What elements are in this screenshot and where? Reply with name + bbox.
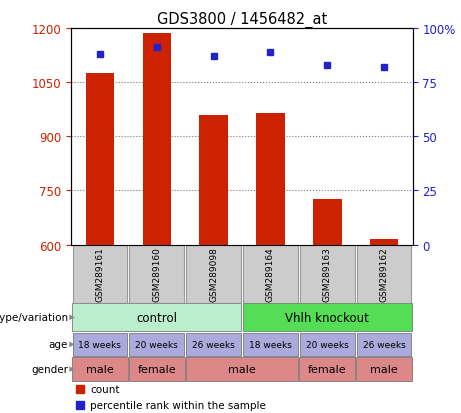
Bar bbox=[129, 357, 184, 381]
Bar bbox=[242, 304, 412, 332]
Bar bbox=[300, 333, 355, 356]
Text: 20 weeks: 20 weeks bbox=[136, 340, 178, 349]
Bar bbox=[130, 333, 184, 356]
Text: control: control bbox=[136, 311, 177, 324]
Text: 20 weeks: 20 weeks bbox=[306, 340, 349, 349]
Bar bbox=[256, 114, 285, 245]
Bar bbox=[357, 333, 412, 356]
Text: female: female bbox=[137, 364, 176, 374]
Text: genotype/variation: genotype/variation bbox=[0, 313, 68, 323]
Bar bbox=[86, 74, 114, 245]
Text: male: male bbox=[86, 364, 114, 374]
Bar bbox=[130, 245, 184, 303]
Text: male: male bbox=[228, 364, 256, 374]
Bar bbox=[200, 115, 228, 245]
Bar bbox=[356, 357, 412, 381]
Bar bbox=[243, 245, 298, 303]
Bar bbox=[72, 304, 242, 332]
Bar bbox=[186, 245, 241, 303]
Text: 18 weeks: 18 weeks bbox=[249, 340, 292, 349]
Bar bbox=[72, 333, 127, 356]
Text: 26 weeks: 26 weeks bbox=[192, 340, 235, 349]
Bar bbox=[72, 245, 127, 303]
Bar bbox=[300, 245, 355, 303]
Text: percentile rank within the sample: percentile rank within the sample bbox=[90, 400, 266, 410]
Text: GSM289098: GSM289098 bbox=[209, 247, 218, 301]
Text: Vhlh knockout: Vhlh knockout bbox=[285, 311, 369, 324]
Text: 18 weeks: 18 weeks bbox=[78, 340, 121, 349]
Text: GSM289161: GSM289161 bbox=[95, 247, 104, 301]
Bar bbox=[243, 333, 298, 356]
Text: gender: gender bbox=[31, 364, 68, 374]
Bar bbox=[72, 357, 128, 381]
Bar bbox=[357, 245, 412, 303]
Text: 26 weeks: 26 weeks bbox=[363, 340, 406, 349]
Bar bbox=[186, 333, 241, 356]
Title: GDS3800 / 1456482_at: GDS3800 / 1456482_at bbox=[157, 12, 327, 28]
Bar bbox=[370, 240, 398, 245]
Bar bbox=[313, 200, 342, 245]
Text: GSM289160: GSM289160 bbox=[152, 247, 161, 301]
Text: count: count bbox=[90, 384, 120, 394]
Bar bbox=[142, 34, 171, 245]
Bar bbox=[186, 357, 298, 381]
Bar bbox=[300, 357, 355, 381]
Text: GSM289164: GSM289164 bbox=[266, 247, 275, 301]
Text: GSM289163: GSM289163 bbox=[323, 247, 332, 301]
Text: GSM289162: GSM289162 bbox=[380, 247, 389, 301]
Text: male: male bbox=[370, 364, 398, 374]
Text: age: age bbox=[49, 339, 68, 349]
Text: female: female bbox=[308, 364, 347, 374]
